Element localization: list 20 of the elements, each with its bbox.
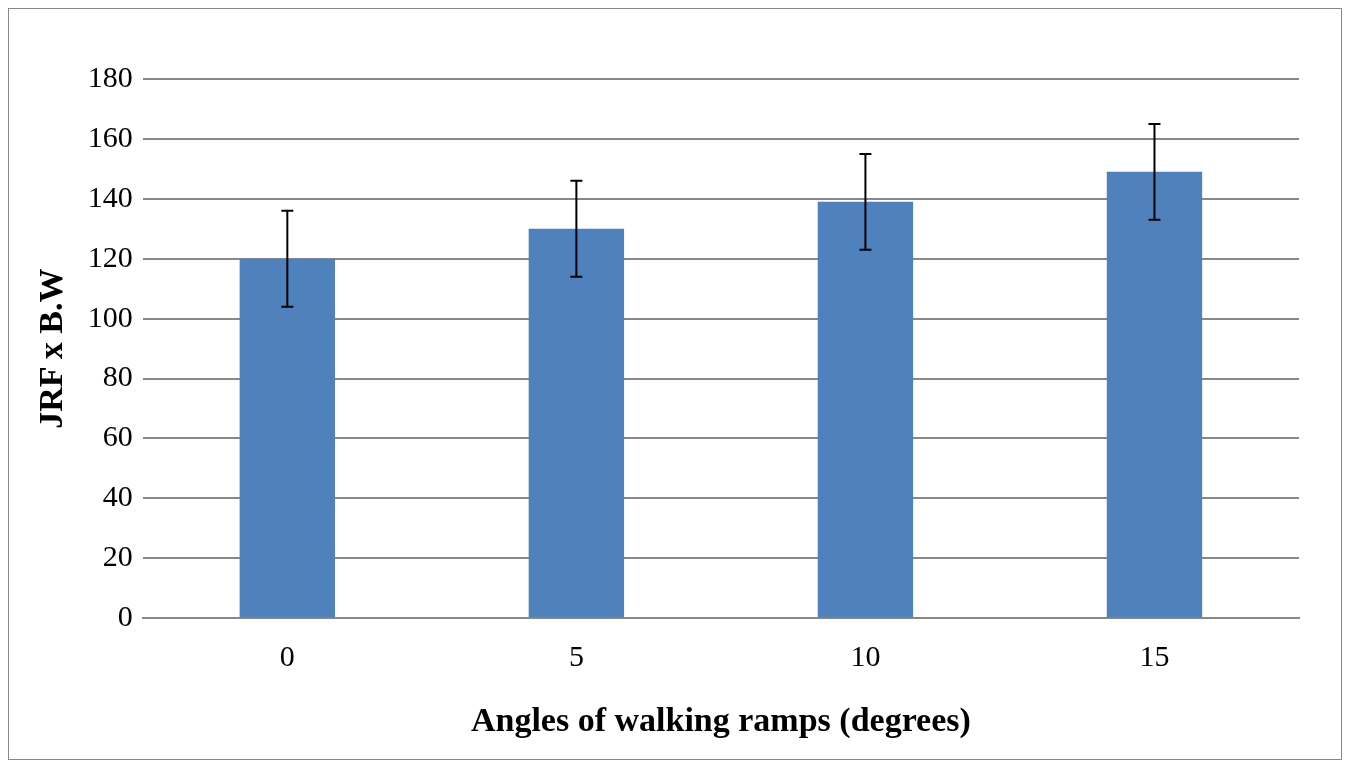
bar	[239, 258, 336, 618]
y-tick-label: 100	[87, 299, 133, 333]
y-tick-label: 180	[87, 59, 133, 93]
y-tick-label: 20	[102, 539, 133, 573]
y-axis-title: JRF x B.W	[32, 268, 70, 429]
bar	[817, 201, 914, 618]
y-tick-label: 0	[117, 599, 133, 633]
y-tick-label: 140	[87, 179, 133, 213]
y-tick-label: 40	[102, 479, 133, 513]
x-tick-label: 15	[1139, 639, 1170, 673]
x-tick-label: 10	[850, 639, 881, 673]
x-axis-title: Angles of walking ramps (degrees)	[470, 701, 971, 740]
x-tick-label: 5	[568, 639, 584, 673]
y-tick-label: 60	[102, 419, 133, 453]
y-tick-label: 120	[87, 239, 133, 273]
y-tick-label: 80	[102, 359, 133, 393]
bar	[528, 228, 625, 618]
x-tick-label: 0	[279, 639, 295, 673]
bar	[1106, 171, 1203, 618]
y-tick-label: 160	[87, 119, 133, 153]
